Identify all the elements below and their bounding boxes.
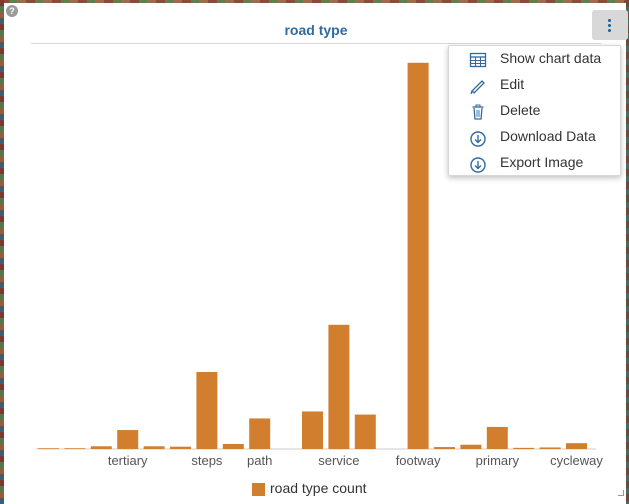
menu-item-label: Delete [500, 102, 541, 118]
x-tick-label: service [318, 453, 359, 468]
menu-item-edit[interactable]: Edit [449, 72, 620, 98]
x-tick-label: tertiary [108, 453, 148, 468]
x-tick-label: footway [396, 453, 441, 468]
download-circle-icon [469, 129, 487, 147]
bar[interactable] [460, 444, 482, 449]
map-background-right-edge [626, 0, 629, 504]
kebab-dot-icon [608, 29, 611, 32]
bar[interactable] [354, 414, 376, 449]
kebab-dot-icon [608, 24, 611, 27]
download-circle-icon [469, 155, 487, 173]
bar[interactable] [222, 443, 244, 449]
bar[interactable] [407, 62, 429, 450]
legend-label: road type count [270, 480, 367, 496]
resize-handle[interactable] [618, 490, 624, 496]
trash-icon [469, 103, 487, 121]
menu-item-show-chart-data[interactable]: Show chart data [449, 46, 620, 72]
chart-menu-button[interactable] [592, 10, 628, 40]
bar[interactable] [328, 324, 350, 449]
bar[interactable] [539, 447, 561, 449]
bar[interactable] [170, 446, 191, 449]
bar[interactable] [38, 448, 59, 449]
x-tick-label: steps [191, 453, 223, 468]
map-background-left-edge [0, 0, 4, 504]
bar[interactable] [117, 430, 139, 449]
bar[interactable] [143, 446, 165, 449]
bar[interactable] [64, 448, 86, 449]
chart-title: road type [31, 22, 601, 44]
menu-item-label: Export Image [500, 154, 584, 170]
bar[interactable] [486, 426, 508, 449]
x-tick-label: path [247, 453, 272, 468]
pencil-icon [469, 77, 487, 95]
bar[interactable] [302, 411, 323, 449]
bar[interactable] [434, 447, 455, 449]
menu-item-download-data[interactable]: Download Data [449, 124, 620, 150]
bar[interactable] [90, 446, 112, 449]
menu-item-label: Download Data [500, 128, 596, 144]
menu-item-label: Show chart data [500, 50, 602, 66]
kebab-dot-icon [608, 19, 611, 22]
bar[interactable] [196, 371, 218, 449]
menu-item-label: Edit [500, 76, 525, 92]
bar[interactable] [566, 443, 587, 449]
help-icon[interactable]: ? [6, 5, 18, 17]
menu-item-delete[interactable]: Delete [449, 98, 620, 124]
legend-swatch [252, 483, 265, 496]
x-tick-label: cycleway [550, 453, 603, 468]
menu-item-export-image[interactable]: Export Image [449, 150, 620, 176]
table-icon [469, 51, 487, 69]
x-tick-label: primary [476, 453, 520, 468]
map-background-top-edge [0, 0, 629, 3]
bar[interactable] [249, 418, 271, 449]
chart-context-menu: Show chart data Edit Delete [448, 45, 621, 176]
bar[interactable] [513, 447, 535, 449]
